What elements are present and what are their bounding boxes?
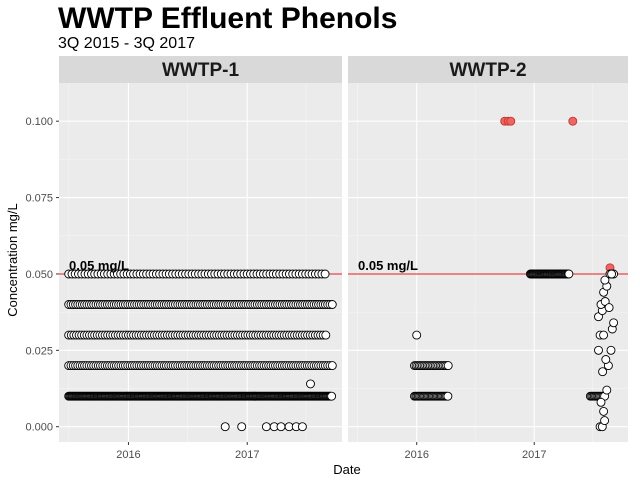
- data-point-exceedance: [506, 116, 516, 126]
- y-tick-label: 0.025: [25, 345, 53, 357]
- data-point: [609, 318, 619, 328]
- data-point: [327, 391, 337, 401]
- data-point: [306, 379, 315, 389]
- data-point: [604, 303, 614, 313]
- data-point: [602, 385, 612, 395]
- data-point: [261, 422, 271, 432]
- facet-strip: [348, 56, 628, 83]
- facet-strip: [59, 56, 342, 83]
- data-point: [327, 361, 337, 371]
- data-point: [276, 422, 286, 432]
- data-point: [599, 330, 609, 340]
- data-point: [600, 275, 610, 285]
- data-point: [412, 330, 422, 340]
- data-point: [297, 422, 307, 432]
- y-tick-label: 0.050: [25, 269, 53, 281]
- data-point: [596, 397, 606, 407]
- reference-label: 0.05 mg/L: [358, 258, 418, 273]
- x-tick-label: 2017: [235, 449, 259, 461]
- data-point: [321, 330, 331, 340]
- facet-label: WWTP-2: [449, 60, 526, 81]
- data-point: [606, 345, 616, 355]
- chart-title: WWTP Effluent Phenols: [58, 2, 398, 35]
- chart-subtitle: 3Q 2015 - 3Q 2017: [58, 35, 195, 52]
- data-point-exceedance: [568, 116, 578, 126]
- y-tick-label: 0.100: [25, 116, 53, 128]
- x-tick-label: 2017: [522, 449, 546, 461]
- data-point: [600, 416, 610, 426]
- reference-label: 0.05 mg/L: [69, 258, 129, 273]
- data-point: [601, 355, 611, 364]
- x-tick-label: 2016: [116, 449, 140, 461]
- data-point: [237, 422, 247, 432]
- data-point: [327, 300, 337, 309]
- data-point: [598, 367, 608, 377]
- data-point: [594, 345, 603, 355]
- y-tick-label: 0.000: [25, 422, 53, 434]
- data-point: [443, 391, 453, 401]
- facet-label: WWTP-1: [162, 60, 239, 81]
- data-point: [564, 269, 574, 279]
- y-axis-label: Concentration mg/L: [5, 203, 20, 316]
- data-point: [220, 422, 230, 432]
- data-point: [607, 269, 617, 279]
- y-tick-label: 0.075: [25, 193, 53, 205]
- panel-background: [348, 83, 628, 442]
- x-axis-label: Date: [333, 462, 360, 477]
- x-tick-label: 2016: [404, 449, 428, 461]
- data-point: [443, 361, 453, 371]
- data-point: [599, 406, 609, 416]
- data-point: [320, 269, 330, 279]
- panel-background: [59, 83, 342, 442]
